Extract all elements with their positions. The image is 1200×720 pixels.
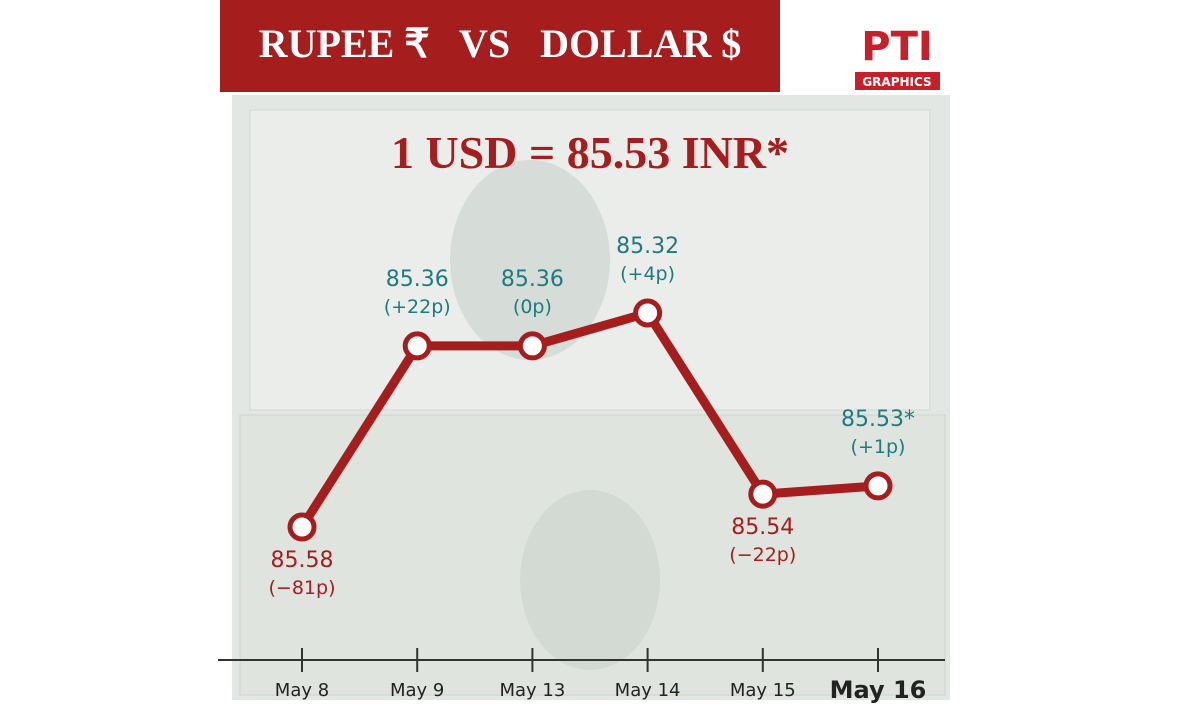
line: [298, 308, 879, 530]
value-label: 85.32: [616, 234, 679, 259]
point: [402, 331, 432, 361]
chart-subtitle: 1 USD = 85.53 INR*: [391, 127, 789, 178]
point: [748, 479, 778, 509]
point: [633, 298, 663, 328]
change-label: (+1p): [851, 436, 906, 458]
x-tick-label: May 14: [615, 680, 681, 701]
x-tick-label: May 9: [390, 680, 444, 701]
point: [863, 471, 893, 501]
title-banner: [220, 0, 780, 92]
value-label: 85.36: [386, 267, 449, 292]
chart-title: RUPEE ₹ VS DOLLAR $: [259, 21, 742, 66]
x-tick-label: May 16: [830, 676, 927, 704]
logo-text: PTI: [861, 24, 932, 70]
logo-text: GRAPHICS: [862, 75, 931, 89]
change-label: (+4p): [620, 263, 675, 285]
change-label: (+22p): [384, 296, 451, 318]
value-label: 85.36: [501, 267, 564, 292]
logo-box: [855, 72, 940, 90]
portrait: [520, 490, 660, 670]
portrait: [450, 160, 610, 360]
value-label: 85.54: [731, 515, 794, 540]
value-label: 85.58: [271, 548, 334, 573]
x-tick-label: May 8: [275, 680, 329, 701]
point: [517, 331, 547, 361]
point: [287, 512, 317, 542]
value-label: 85.53*: [841, 407, 915, 432]
x-tick-label: May 13: [499, 680, 565, 701]
change-label: (−22p): [729, 544, 796, 566]
change-label: (−81p): [269, 577, 336, 599]
change-label: (0p): [513, 296, 552, 318]
x-tick-label: May 15: [730, 680, 796, 701]
